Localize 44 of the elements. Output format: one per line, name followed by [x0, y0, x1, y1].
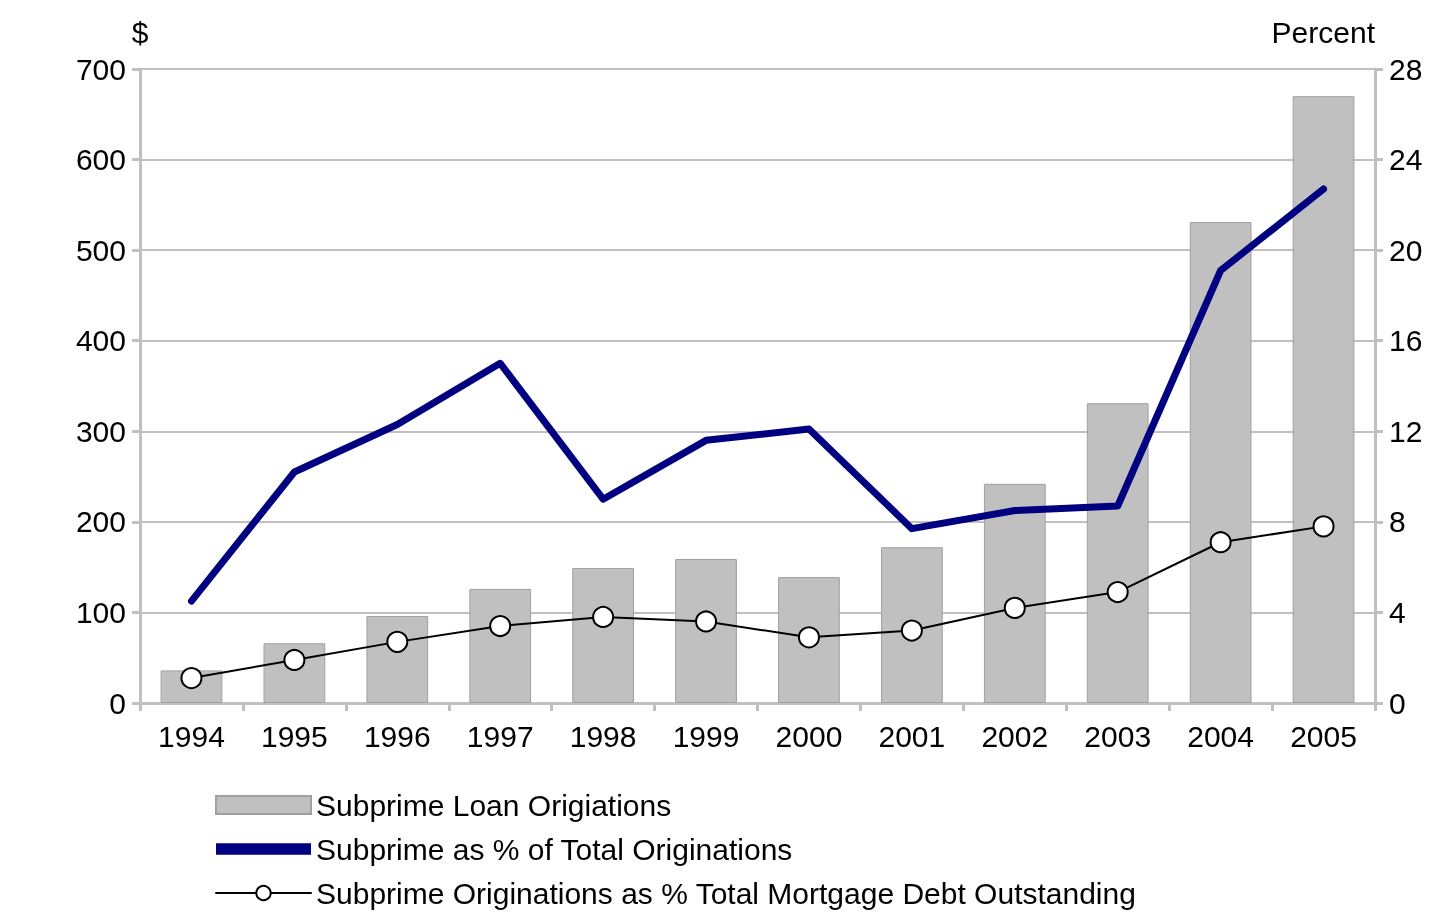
point [695, 610, 718, 633]
y-tick-label: 100 [75, 595, 126, 629]
y2-tick-label: 0 [1389, 686, 1406, 720]
y2-tick-label: 4 [1389, 595, 1406, 629]
y-axis-title: $ [131, 15, 149, 49]
y2-tick-label: 28 [1389, 52, 1423, 86]
x-tick-label: 1995 [261, 719, 328, 753]
y-tick-label: 400 [75, 324, 126, 358]
point [1003, 596, 1026, 619]
x-tick-label: 2004 [1187, 719, 1254, 753]
y2-tick-label: 24 [1389, 143, 1423, 177]
x-tick-label: 2003 [1084, 719, 1152, 753]
y-tick-label: 500 [75, 233, 126, 267]
point [1209, 531, 1232, 554]
point [386, 630, 409, 653]
y-tick-label: 700 [75, 52, 126, 86]
y2-tick-label: 8 [1389, 505, 1406, 539]
y-tick-label: 600 [75, 143, 126, 177]
y-tick-label: 300 [75, 414, 126, 448]
point [592, 605, 615, 628]
x-tick-label: 2000 [775, 719, 843, 753]
x-tick-label: 2005 [1290, 719, 1357, 753]
y2-axis-title: Percent [1271, 15, 1376, 49]
y2-tick-label: 20 [1389, 233, 1423, 267]
y-tick-label: 200 [75, 505, 126, 539]
y2-tick-label: 16 [1389, 324, 1423, 358]
point [283, 648, 306, 671]
x-tick-label: 2002 [981, 719, 1049, 753]
x-tick-label: 1994 [158, 719, 225, 753]
y2-tick-label: 12 [1389, 414, 1423, 448]
legend-label: Subprime Loan Origiations [316, 788, 672, 822]
point [1106, 581, 1129, 604]
x-tick-label: 1996 [363, 719, 431, 753]
x-tick-label: 1999 [672, 719, 740, 753]
y-tick-label: 0 [109, 686, 126, 720]
legend-label: Subprime as % of Total Originations [316, 832, 793, 866]
x-tick-label: 1997 [466, 719, 534, 753]
legend-label: Subprime Originations as % Total Mortgage Debt Outstanding [316, 876, 1136, 910]
point [900, 619, 923, 642]
point [489, 615, 512, 638]
x-tick-label: 2001 [878, 719, 946, 753]
point [1312, 515, 1335, 538]
point [797, 626, 820, 649]
x-tick-label: 1998 [569, 719, 637, 753]
